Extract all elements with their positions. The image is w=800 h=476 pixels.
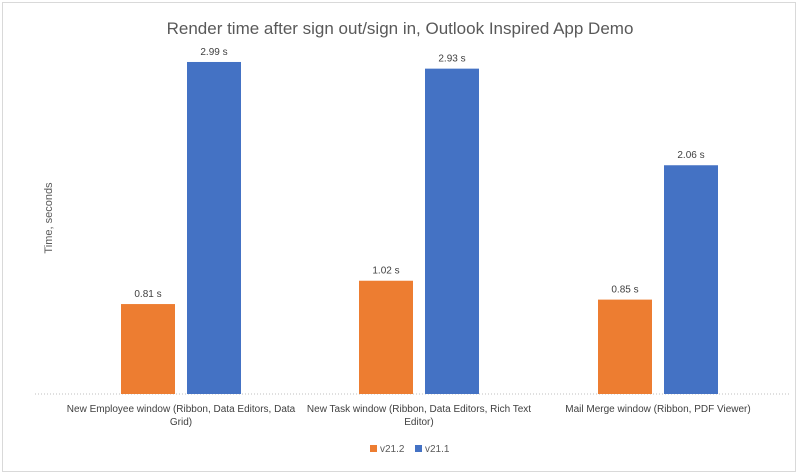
category-label-1-line2: Grid) (170, 417, 192, 428)
data-label-v21-2-cat3: 0.85 s (611, 285, 638, 296)
chart-title: Render time after sign out/sign in, Outl… (167, 19, 634, 38)
data-label-v21-2-cat1: 0.81 s (134, 289, 161, 300)
data-label-v21-2-cat2: 1.02 s (372, 266, 399, 277)
category-label-3-line1: Mail Merge window (Ribbon, PDF Viewer) (565, 404, 750, 415)
bar-v21-2-cat2 (359, 280, 413, 394)
bars-group (121, 61, 718, 395)
category-label-2-line1: New Task window (Ribbon, Data Editors, R… (307, 404, 531, 415)
category-label-1-line1: New Employee window (Ribbon, Data Editor… (67, 404, 296, 415)
bar-v21-2-cat1 (121, 304, 175, 394)
y-axis-label: Time, seconds (43, 182, 55, 254)
bar-v21-1-cat3 (664, 165, 718, 394)
bar-v21-1-cat2 (425, 68, 479, 395)
bar-v21-2-cat3 (598, 299, 652, 394)
data-label-v21-1-cat2: 2.93 s (438, 54, 465, 65)
legend: v21.2 v21.1 (370, 444, 450, 455)
legend-swatch-v21-1 (415, 445, 422, 452)
data-labels-group: 0.81 s 2.99 s 1.02 s 2.93 s 0.85 s 2.06 s (134, 47, 704, 300)
data-label-v21-1-cat1: 2.99 s (200, 47, 227, 58)
category-label-2-line2: Editor) (404, 417, 433, 428)
bar-v21-1-cat1 (187, 61, 241, 394)
legend-swatch-v21-2 (370, 445, 377, 452)
legend-label-v21-1: v21.1 (425, 444, 450, 455)
category-labels-group: New Employee window (Ribbon, Data Editor… (67, 404, 751, 428)
data-label-v21-1-cat3: 2.06 s (677, 150, 704, 161)
legend-label-v21-2: v21.2 (380, 444, 405, 455)
